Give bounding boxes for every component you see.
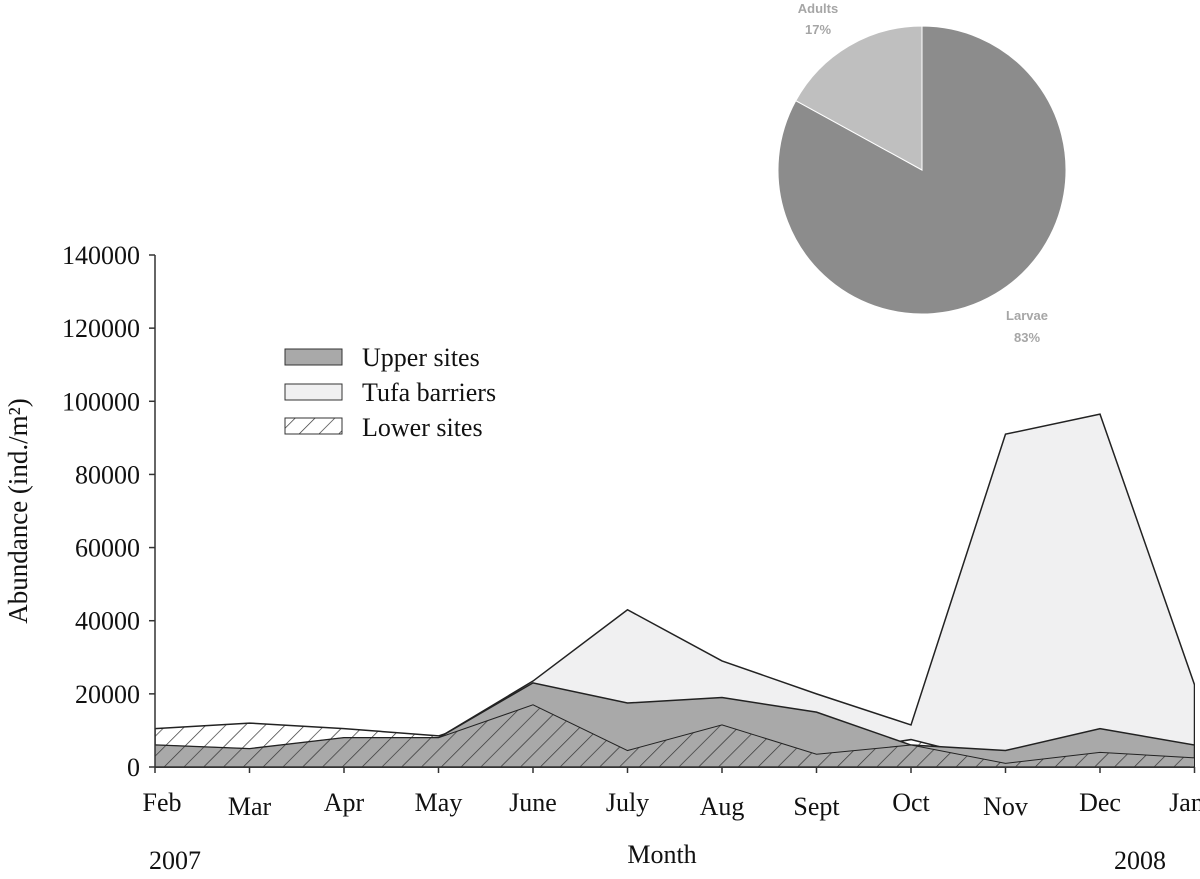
pie-slice-adults bbox=[795, 25, 923, 171]
x-tick-label: Dec bbox=[1079, 788, 1121, 817]
year-label-start: 2007 bbox=[149, 846, 201, 875]
area-lower-sites-overlap bbox=[155, 704, 1195, 768]
legend-label-upper-sites: Upper sites bbox=[362, 343, 480, 372]
legend-swatch-lower-sites bbox=[284, 417, 343, 435]
pie-percent-adults: 17% bbox=[805, 22, 831, 37]
y-tick-label: 120000 bbox=[62, 314, 140, 343]
y-tick-label: 40000 bbox=[75, 607, 140, 636]
x-tick-label: Nov bbox=[983, 792, 1028, 821]
x-tick-label: Aug bbox=[700, 792, 745, 821]
legend: Upper sites Tufa barriers Lower sites bbox=[284, 343, 496, 442]
pie-chart bbox=[777, 25, 1067, 315]
x-tick-label: July bbox=[606, 788, 649, 817]
x-tick-label: Oct bbox=[892, 788, 930, 817]
y-tick-label: 20000 bbox=[75, 680, 140, 709]
y-tick-label: 0 bbox=[127, 753, 140, 782]
y-tick-label: 80000 bbox=[75, 460, 140, 489]
year-label-end: 2008 bbox=[1114, 846, 1166, 875]
legend-label-tufa-barriers: Tufa barriers bbox=[362, 378, 496, 407]
y-axis-ticks: 0 20000 40000 60000 80000 100000 120000 140000 bbox=[62, 241, 155, 782]
x-tick-label: Jan bbox=[1169, 788, 1200, 817]
x-axis-label: Month bbox=[627, 840, 696, 869]
legend-label-lower-sites: Lower sites bbox=[362, 413, 483, 442]
x-tick-label: Sept bbox=[793, 792, 840, 821]
x-tick-label: May bbox=[415, 788, 463, 817]
y-axis-label: Abundance (ind./m²) bbox=[3, 398, 33, 624]
chart-axes bbox=[154, 255, 1190, 768]
pie-percent-larvae: 83% bbox=[1014, 330, 1040, 345]
x-axis-ticks: Feb Mar Apr May June July Aug Sept Oct Nov Dec Jan bbox=[143, 767, 1200, 821]
pie-label-adults: Adults bbox=[798, 1, 838, 16]
x-tick-label: Mar bbox=[228, 792, 272, 821]
legend-swatch-tufa-barriers bbox=[284, 383, 343, 401]
y-tick-label: 140000 bbox=[62, 241, 140, 270]
y-tick-label: 60000 bbox=[75, 534, 140, 563]
x-tick-label: Feb bbox=[143, 788, 182, 817]
pie-label-larvae: Larvae bbox=[1006, 308, 1048, 323]
area-chart-plot bbox=[155, 413, 1195, 768]
x-tick-label: June bbox=[509, 788, 557, 817]
x-tick-label: Apr bbox=[324, 788, 365, 817]
y-tick-label: 100000 bbox=[62, 387, 140, 416]
legend-swatch-upper-sites bbox=[284, 348, 343, 366]
